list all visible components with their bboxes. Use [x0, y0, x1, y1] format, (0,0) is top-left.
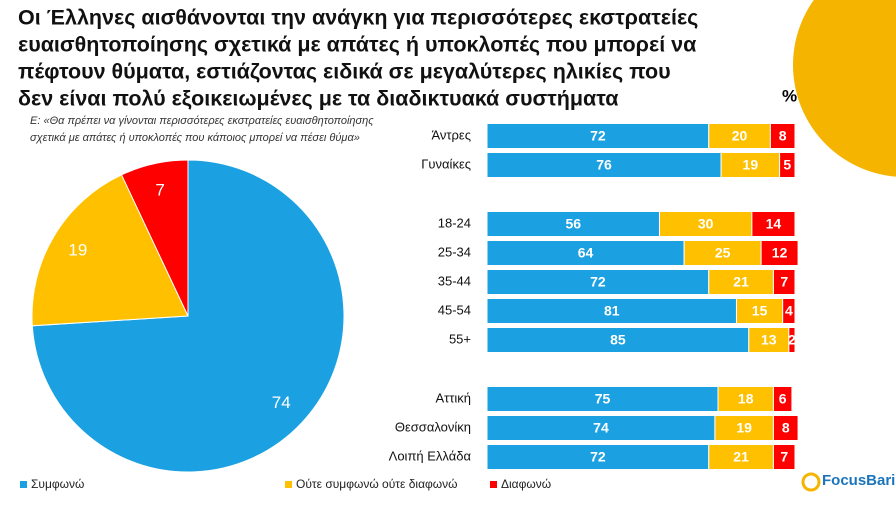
bar-label: 75 — [595, 391, 611, 407]
legend-swatch — [20, 481, 27, 488]
title-line: πέφτουν θύματα, εστιάζοντας ειδικά σε με… — [18, 60, 671, 84]
logo: FocusBari — [822, 472, 895, 489]
bar-label: 8 — [779, 128, 787, 144]
category-label: Γυναίκες — [421, 156, 471, 171]
legend-swatch — [285, 481, 292, 488]
bar-label: 81 — [604, 303, 620, 319]
bar-label: 14 — [766, 216, 782, 232]
category-label: 25-34 — [438, 244, 471, 259]
pie-slice — [120, 159, 189, 317]
category-label: 35-44 — [438, 273, 471, 288]
bar-segment — [772, 444, 796, 470]
bar-segment — [486, 415, 716, 441]
category-label: Αττική — [435, 390, 471, 405]
question-line: Ε: «Θα πρέπει να γίνονται περισσότερες ε… — [30, 115, 374, 127]
legend-label: Διαφωνώ — [501, 477, 551, 491]
bar-label: 13 — [761, 332, 777, 348]
title: Οι Έλληνες αισθάνονται την ανάγκη για πε… — [18, 6, 698, 111]
bar-segment — [772, 269, 796, 295]
bar-label: 19 — [743, 157, 759, 173]
unit: % — [782, 86, 797, 105]
bar-label: 56 — [565, 216, 581, 232]
title-line: δεν είναι πολύ εξοικειωμένες με τα διαδι… — [18, 87, 619, 111]
bar-segment — [714, 415, 774, 441]
bar-label: 4 — [785, 303, 793, 319]
title-line: ευαισθητοποίησης σχετικά με απάτες ή υπο… — [18, 33, 696, 57]
legend-label: Ούτε συμφωνώ ούτε διαφωνώ — [296, 477, 458, 491]
category-label: Θεσσαλονίκη — [395, 419, 471, 434]
bar-label: 18 — [738, 391, 754, 407]
bar-label: 72 — [590, 128, 606, 144]
bar-label: 21 — [733, 274, 749, 290]
bar-segment — [720, 152, 781, 178]
legend-swatch — [490, 481, 497, 488]
bar-segment — [760, 240, 799, 266]
bar-segment — [782, 298, 796, 324]
bar-label: 12 — [772, 245, 788, 261]
slice-label: 19 — [68, 240, 87, 259]
category-label: Λοιπή Ελλάδα — [389, 448, 472, 463]
category-label: 18-24 — [438, 215, 471, 230]
bar-label: 74 — [593, 420, 609, 436]
bar-label: 25 — [715, 245, 731, 261]
bar-label: 72 — [590, 274, 606, 290]
bar-label: 21 — [733, 449, 749, 465]
bar-label: 64 — [578, 245, 594, 261]
bar-segment — [788, 327, 796, 353]
bar-segment — [748, 327, 790, 353]
bar-segment — [708, 123, 771, 149]
bar-label: 76 — [596, 157, 612, 173]
logo-icon — [801, 472, 821, 492]
slice-label: 74 — [272, 393, 291, 412]
decor-circle — [793, 0, 896, 177]
slice-label: 7 — [155, 181, 164, 200]
bar-segment — [486, 386, 719, 412]
bar-segment — [658, 211, 753, 237]
bar-label: 5 — [783, 157, 791, 173]
bar-label: 7 — [780, 449, 788, 465]
bar-label: 15 — [752, 303, 768, 319]
bar-label: 20 — [732, 128, 748, 144]
category-label: 55+ — [449, 331, 471, 346]
bar-label: 2 — [788, 332, 796, 348]
legend-label: Συμφωνώ — [31, 477, 84, 491]
bar-segment — [486, 269, 710, 295]
bar-segment — [717, 386, 774, 412]
bar-segment — [486, 240, 685, 266]
bar-segment — [772, 386, 793, 412]
bar-segment — [708, 269, 774, 295]
bar-label: 8 — [782, 420, 790, 436]
bar-label: 30 — [698, 216, 714, 232]
bar-label: 6 — [779, 391, 787, 407]
bar-label: 19 — [736, 420, 752, 436]
category-label: 45-54 — [438, 302, 471, 317]
bar-segment — [772, 415, 799, 441]
bar-segment — [769, 123, 796, 149]
category-label: Άντρες — [431, 127, 471, 142]
bar-segment — [779, 152, 796, 178]
bar-label: 7 — [780, 274, 788, 290]
bar-segment — [751, 211, 796, 237]
title-line: Οι Έλληνες αισθάνονται την ανάγκη για πε… — [18, 6, 698, 30]
bar-label: 85 — [610, 332, 626, 348]
question: Ε: «Θα πρέπει να γίνονται περισσότερες ε… — [30, 115, 374, 144]
bar-label: 72 — [590, 449, 606, 465]
pie-slice — [31, 174, 189, 327]
question-line: σχετικά με απάτες ή υποκλοπές που κάποιο… — [30, 132, 360, 144]
